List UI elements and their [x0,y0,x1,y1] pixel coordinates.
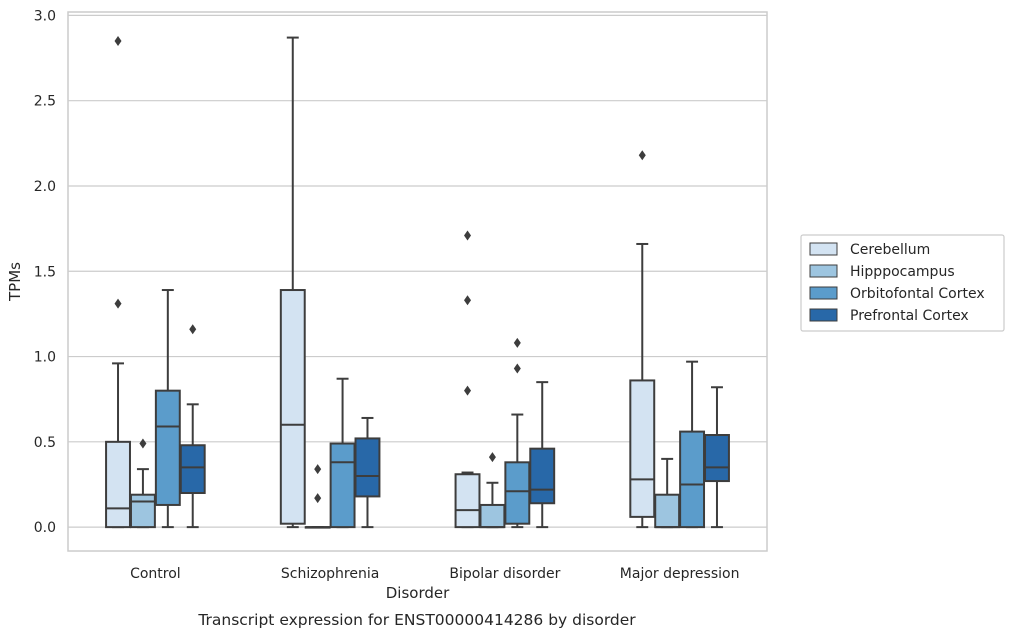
box-iqr [654,493,681,529]
x-tick-label: Bipolar disorder [449,566,560,582]
box-iqr [329,442,356,529]
x-tick-label: Major depression [620,566,740,582]
x-tick-label: Schizophrenia [281,566,379,582]
y-tick-label: 0.0 [34,520,56,536]
box-iqr [105,440,131,529]
outlier-point [114,35,122,46]
box-iqr [529,447,556,505]
box-orbitofontal-cortex [504,337,531,529]
legend-label: Orbitofontal Cortex [850,286,985,302]
legend-label: Hipppocampus [850,264,955,280]
outlier-point [314,493,322,504]
y-tick-label: 1.5 [34,264,56,280]
box-iqr [154,389,181,506]
box-prefrontal-cortex [354,416,381,529]
outlier-point [464,385,472,396]
box-iqr [629,379,656,518]
box-prefrontal-cortex [704,386,730,529]
legend-swatch [809,242,838,256]
box-hipppocampus [654,457,681,529]
y-tick-label: 2.0 [34,179,56,195]
outlier-point [513,337,521,348]
legend-label: Cerebellum [850,242,930,258]
box-hipppocampus [129,438,156,529]
x-tick-label: Control [130,566,181,582]
outlier-point [488,452,496,463]
box-orbitofontal-cortex [154,289,181,529]
box-hipppocampus [479,452,506,529]
outlier-point [114,298,122,309]
outlier-point [464,295,472,306]
box-hipppocampus [304,464,331,529]
box-iqr [479,503,506,529]
legend-swatch [809,286,838,300]
outlier-point [314,464,322,475]
outlier-point [513,363,521,374]
chart-caption: Transcript expression for ENST0000041428… [197,611,636,629]
outlier-point [189,324,197,335]
legend-label: Prefrontal Cortex [850,308,969,324]
x-tick-labels: Control Schizophrenia Bipolar disorder Majo… [130,566,739,582]
grid-lines [68,14,767,528]
box-cerebellum [454,230,481,529]
y-tick-labels: 0.0 0.5 1.0 1.5 2.0 2.5 3.0 [34,8,56,536]
outlier-point [139,438,147,449]
box-prefrontal-cortex [529,381,556,529]
box-prefrontal-cortex [179,324,206,529]
y-tick-label: 2.5 [34,94,56,110]
plot-marks [105,35,730,529]
legend: Cerebellum Hipppocampus Orbitofontal Corte… [800,234,1005,332]
box-orbitofontal-cortex [679,360,706,529]
y-tick-label: 0.5 [34,435,56,451]
legend-swatch [809,308,838,322]
legend-swatch [809,264,838,278]
box-iqr [679,430,706,529]
box-iqr [179,444,206,495]
box-cerebellum [279,36,306,529]
box-iqr [279,289,306,525]
box-iqr [129,493,156,529]
box-iqr [354,437,381,498]
plot-frame [67,11,768,552]
y-tick-label: 1.0 [34,350,56,366]
box-iqr [454,473,481,529]
outlier-point [638,150,646,161]
box-orbitofontal-cortex [329,377,356,529]
y-tick-label: 3.0 [34,8,56,24]
legend-frame [800,234,1005,332]
box-cerebellum [629,150,656,529]
outlier-point [464,230,472,241]
box-iqr [704,434,730,483]
box-iqr [504,461,531,525]
x-axis-label: Disorder [386,584,450,602]
y-axis-label: TPMs [6,262,24,302]
box-cerebellum [105,35,131,529]
